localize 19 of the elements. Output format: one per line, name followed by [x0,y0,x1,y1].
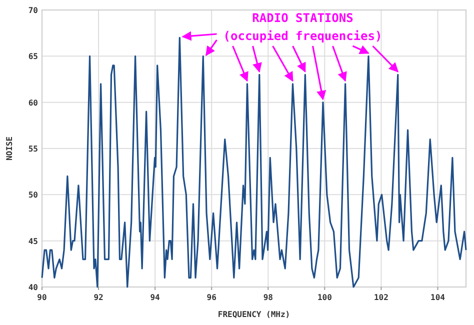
annotation: (occupied frequencies) [223,29,382,43]
y-tick-label: 40 [28,283,38,292]
x-tick-label: 94 [150,293,160,302]
x-tick-label: 104 [430,293,446,302]
x-tick-label: 96 [206,293,217,302]
y-axis-title: NOISE [5,136,14,161]
y-tick-label: 60 [28,98,38,108]
y-tick-label: 45 [28,236,38,246]
x-tick-label: 98 [263,293,274,302]
x-tick-label: 90 [37,293,47,302]
y-tick-label: 65 [28,52,38,62]
annotation: RADIO STATIONS [252,11,354,25]
y-tick-label: 70 [28,6,38,15]
x-axis-title: FREQUENCY (MHz) [218,310,290,319]
x-tick-label: 100 [317,293,332,302]
x-tick-label: 102 [374,293,389,302]
y-tick-label: 50 [28,190,38,200]
y-tick-label: 55 [28,144,38,154]
x-tick-label: 92 [94,293,104,302]
